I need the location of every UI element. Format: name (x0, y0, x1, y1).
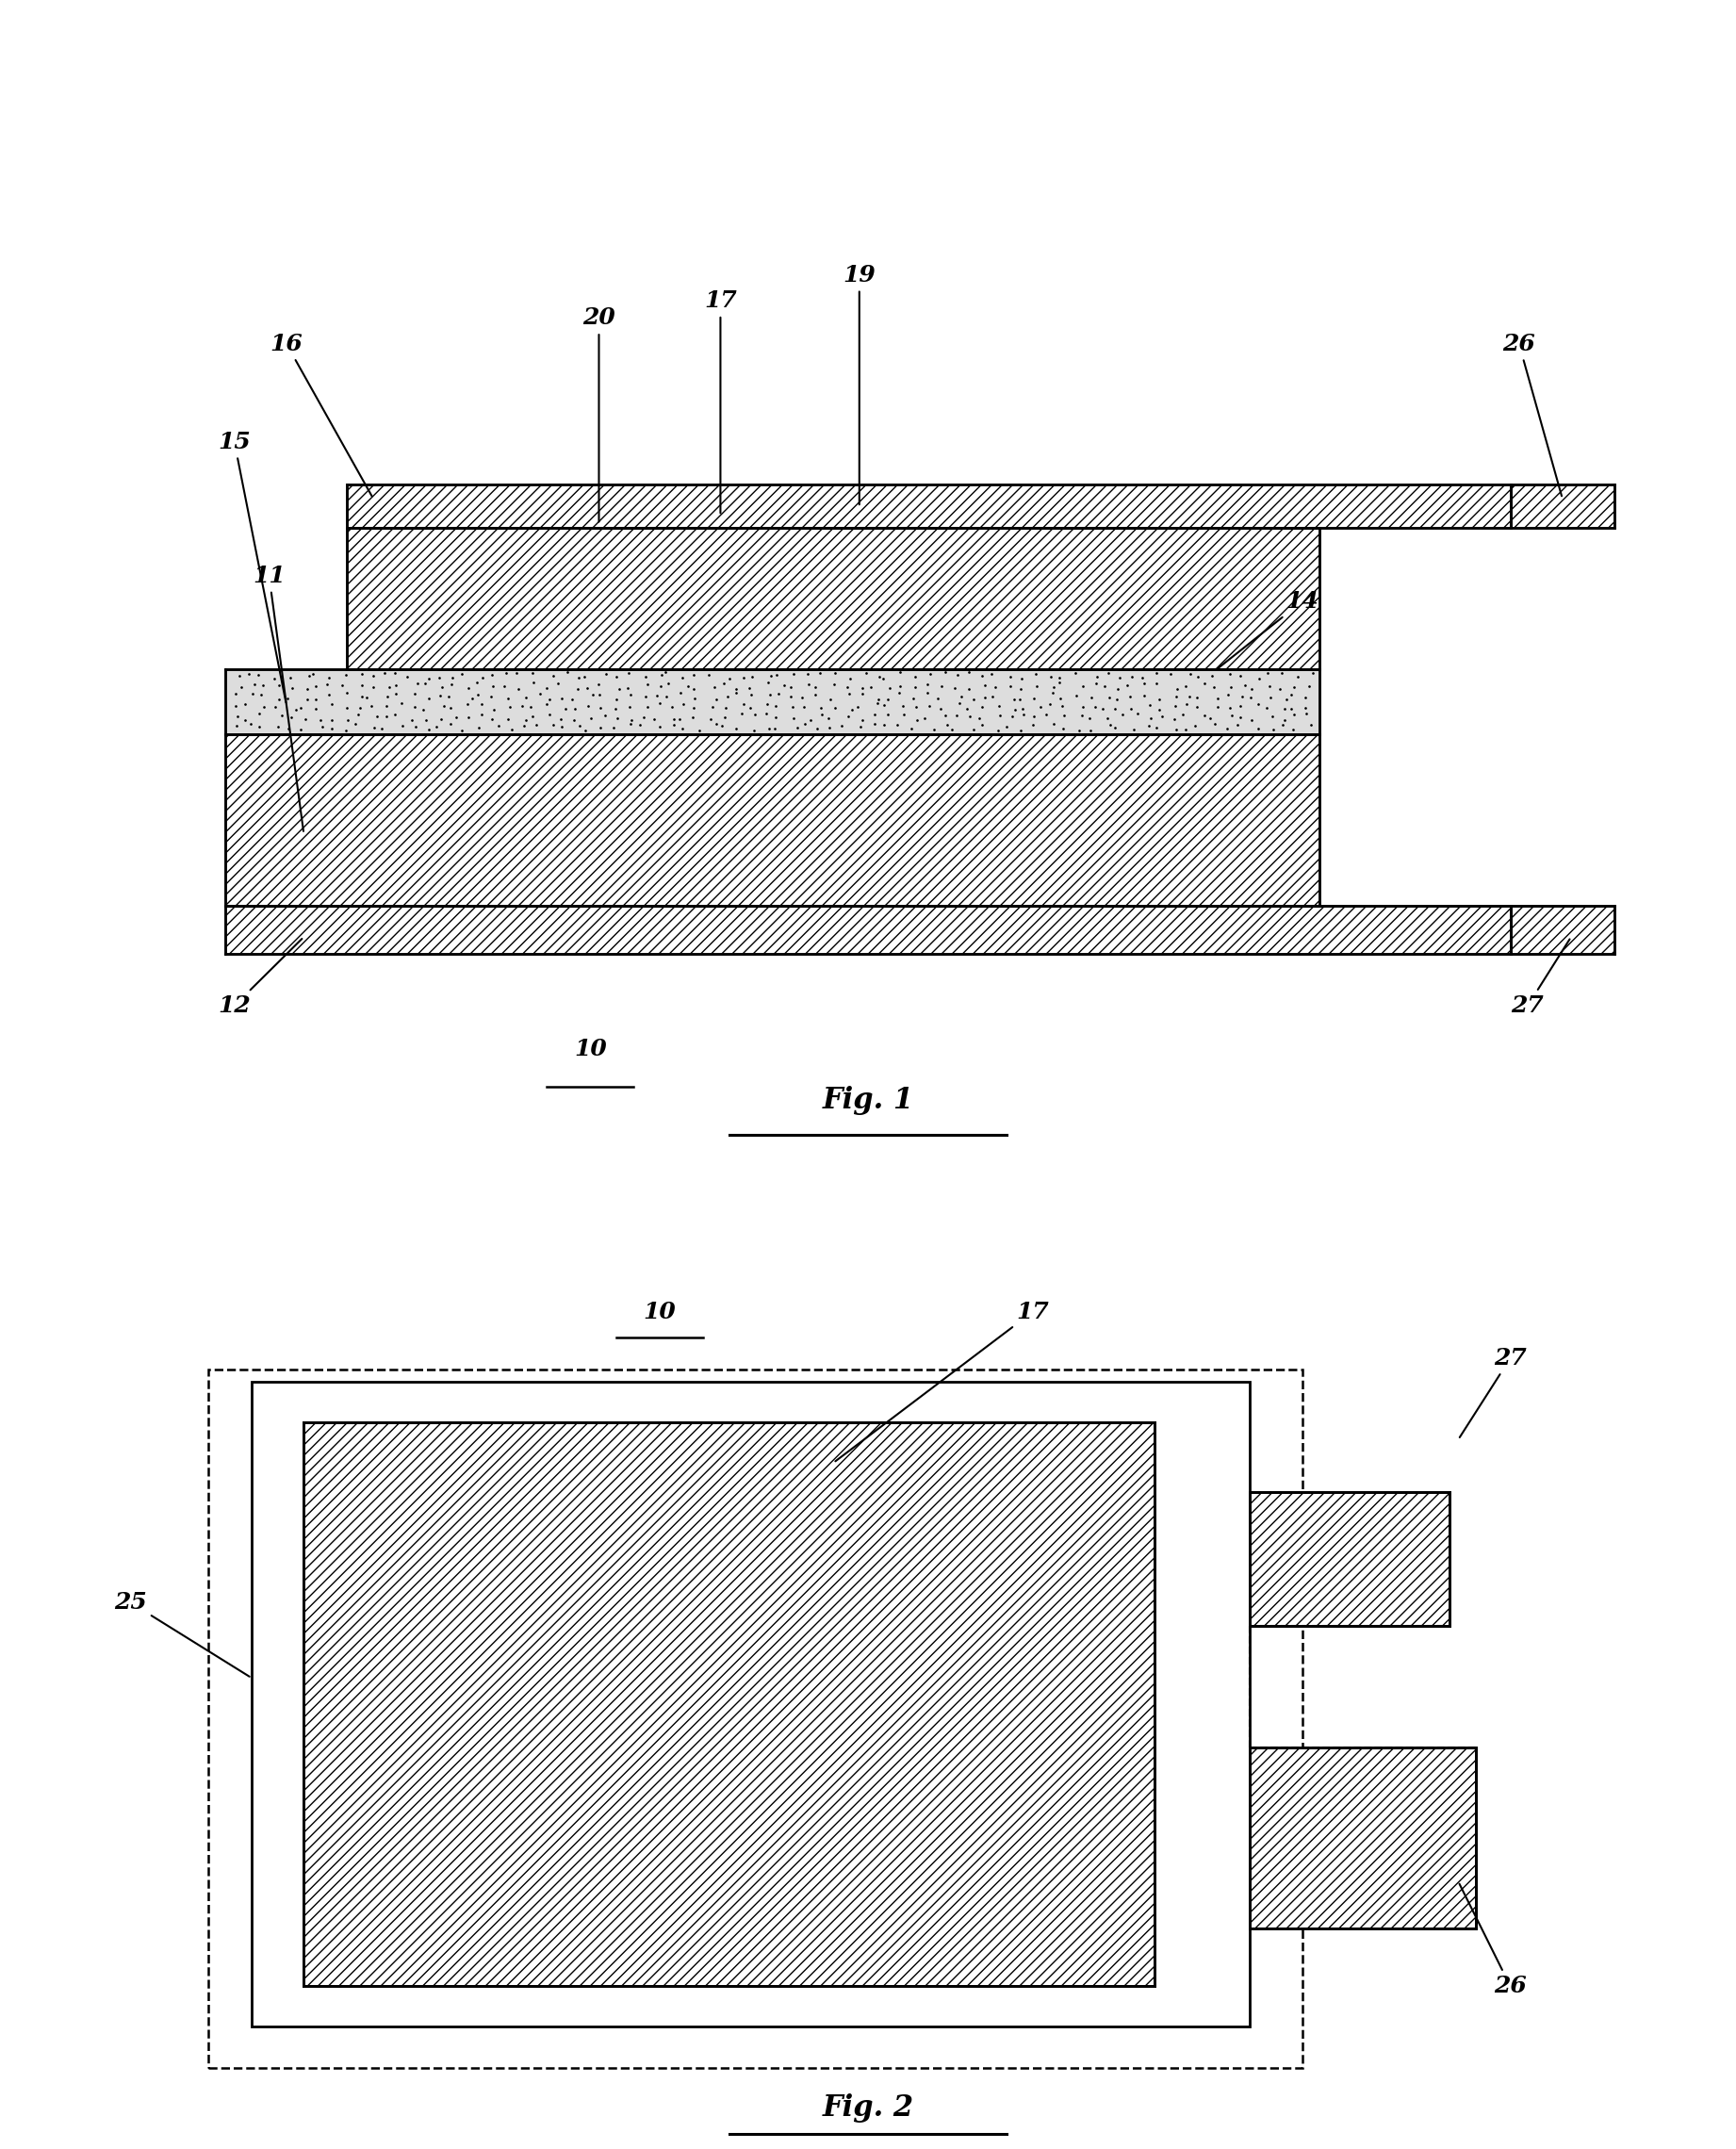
Text: 12: 12 (219, 939, 302, 1016)
Bar (304, 1423, 1154, 1986)
Text: 20: 20 (583, 307, 615, 522)
Text: 27: 27 (1512, 939, 1569, 1016)
Bar (1510, 907, 1614, 954)
Text: Fig. 1: Fig. 1 (823, 1085, 913, 1115)
Text: Fig. 2: Fig. 2 (823, 2093, 913, 2123)
Text: 15: 15 (219, 430, 286, 703)
Text: 26: 26 (1460, 1885, 1526, 1996)
Text: 27: 27 (1460, 1347, 1526, 1438)
Bar (226, 735, 1319, 907)
Text: 25: 25 (115, 1590, 250, 1676)
Text: 11: 11 (253, 565, 304, 832)
Text: 17: 17 (705, 290, 736, 514)
Bar (226, 668, 1319, 735)
Bar (1250, 1747, 1476, 1928)
Bar (347, 486, 1510, 529)
Bar (208, 1369, 1302, 2067)
Bar (347, 529, 1319, 668)
Text: 14: 14 (1217, 591, 1318, 668)
Bar (226, 907, 1510, 954)
Bar (1510, 486, 1614, 529)
Bar (1250, 1491, 1450, 1625)
Bar (252, 1382, 1250, 2027)
Text: 16: 16 (271, 333, 372, 496)
Text: 10: 10 (575, 1038, 606, 1059)
Text: 19: 19 (844, 264, 875, 505)
Text: 17: 17 (835, 1300, 1049, 1461)
Text: 10: 10 (644, 1300, 675, 1324)
Text: 26: 26 (1503, 333, 1562, 496)
